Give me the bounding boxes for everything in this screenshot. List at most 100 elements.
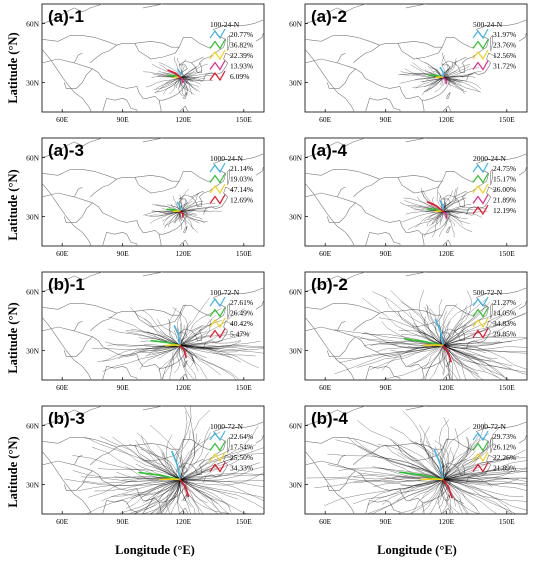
legend-swatch	[472, 317, 489, 329]
trajectory-line	[443, 336, 527, 346]
trajectory-line	[443, 443, 495, 480]
map-layer	[305, 4, 527, 112]
legend-swatch	[209, 194, 226, 205]
country-border	[134, 445, 180, 462]
trajectory-line	[443, 460, 527, 480]
trajectory-line	[180, 473, 264, 480]
trajectory-line	[180, 333, 243, 346]
trajectory-line	[398, 72, 444, 78]
trajectory-line	[443, 467, 527, 480]
trajectory-line	[389, 426, 444, 480]
trajectory-line	[403, 479, 444, 491]
trajectory-line	[170, 479, 181, 514]
trajectory-line	[442, 52, 449, 78]
country-border	[191, 56, 204, 64]
trajectory-line	[443, 345, 527, 373]
legend-swatch	[209, 70, 226, 82]
cluster-mean-trajectory	[177, 68, 181, 79]
legend-value: 21.14%	[230, 164, 253, 173]
coastline	[421, 60, 459, 112]
trajectory-line	[177, 57, 182, 78]
trajectory-line	[443, 345, 487, 354]
trajectory-line	[178, 345, 188, 378]
trajectory-line	[169, 345, 181, 380]
trajectory-line	[149, 479, 181, 514]
y-tick-label: 30N	[26, 347, 40, 356]
coastline	[421, 462, 459, 514]
panel-a3: (a)-3 1000-24-N21.14% 19.03%47.14% 12.69% 60…	[26, 137, 265, 258]
legend-value: 26.12%	[493, 443, 516, 452]
legend-swatch	[472, 451, 489, 463]
coastline	[183, 226, 188, 233]
legend-swatch	[209, 462, 226, 473]
trajectory-line	[438, 419, 450, 480]
trajectory-line	[426, 306, 444, 346]
trajectory-line	[443, 437, 470, 480]
country-border	[63, 68, 93, 89]
map-frame	[304, 3, 528, 113]
trajectory-line	[180, 340, 261, 347]
trajectory-line	[168, 307, 181, 346]
x-tick-label: 120E	[438, 249, 454, 258]
coastline	[365, 97, 390, 112]
map-layer	[305, 272, 527, 380]
country-border	[42, 169, 212, 182]
trajectory-line	[116, 447, 181, 480]
coastline	[158, 462, 196, 514]
country-border	[337, 186, 346, 198]
trajectory-line	[180, 426, 211, 480]
coastline	[518, 31, 527, 42]
trajectory-line	[409, 479, 444, 514]
trajectory-line	[442, 345, 453, 380]
country-border	[42, 437, 212, 450]
trajectory-line	[381, 345, 444, 371]
coastline	[466, 454, 497, 483]
coastline	[518, 299, 527, 310]
trajectory-line	[443, 309, 468, 346]
trajectory-line	[155, 77, 181, 93]
country-border	[63, 336, 93, 357]
trajectory-line	[180, 345, 264, 354]
coastline	[195, 287, 264, 341]
trajectory-line	[366, 479, 444, 514]
coastline	[227, 436, 230, 454]
legend-value: 21.27%	[493, 298, 516, 307]
coastline	[365, 499, 390, 514]
x-tick-label: 90E	[117, 517, 129, 526]
y-tick-label: 30N	[26, 79, 40, 88]
cluster-mean-trajectory	[426, 201, 444, 213]
cluster-mean-trajectory	[442, 478, 453, 499]
country-border	[42, 35, 212, 48]
trajectory-line	[112, 436, 181, 480]
legend-value: 12.19%	[493, 206, 516, 215]
x-tick-label: 90E	[380, 383, 393, 392]
x-tick-label: 60E	[56, 383, 69, 392]
coastline	[126, 234, 138, 246]
trajectory-line	[180, 62, 202, 78]
cluster-mean-trajectory	[398, 471, 444, 481]
trajectory-line	[443, 446, 452, 480]
trajectory-line	[334, 345, 444, 360]
legend-value: 36.82%	[230, 41, 253, 50]
trajectory-line	[180, 345, 237, 380]
legend-value: 22.64%	[230, 432, 253, 441]
legend-swatch	[472, 430, 489, 442]
trajectory-line	[438, 479, 444, 514]
trajectory-line	[410, 479, 444, 514]
trajectory-line	[443, 73, 474, 78]
trajectory-line	[179, 323, 182, 346]
coastline	[518, 433, 527, 444]
country-border	[305, 303, 475, 316]
coastline	[490, 168, 493, 186]
trajectory-line	[180, 425, 259, 480]
legend-swatch	[472, 328, 489, 339]
trajectory-line	[443, 479, 527, 502]
legend-value: 34.83%	[493, 319, 516, 328]
trajectory-line	[164, 211, 181, 226]
cluster-mean-trajectory	[420, 478, 444, 481]
legend-value: 40.42%	[230, 319, 253, 328]
cluster-mean-trajectory	[138, 471, 181, 481]
coastline	[126, 368, 138, 380]
trajectory-line	[128, 444, 181, 480]
trajectory-line	[180, 332, 197, 346]
